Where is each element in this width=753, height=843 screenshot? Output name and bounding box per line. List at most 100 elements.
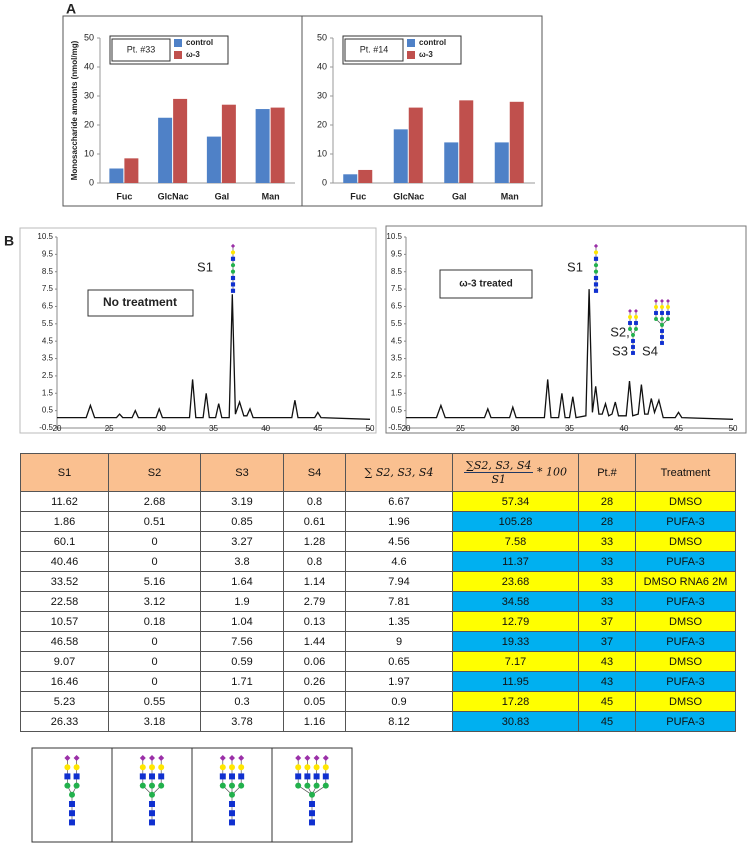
table-row: 9.07 0 0.59 0.06 0.65 7.17 43 DMSO bbox=[20, 651, 736, 672]
glycan-circle bbox=[322, 782, 329, 789]
glycan-circle bbox=[229, 791, 235, 798]
bar bbox=[358, 169, 373, 183]
glycan-icon bbox=[230, 243, 236, 293]
table-cell: 45 bbox=[578, 711, 636, 732]
glycan-circle bbox=[158, 764, 165, 771]
x-tick-label: 45 bbox=[674, 424, 683, 433]
glycan-circle bbox=[73, 782, 80, 789]
table-cell: 0.8 bbox=[283, 491, 346, 512]
table-row: 40.46 0 3.8 0.8 4.6 11.37 33 PUFA-3 bbox=[20, 551, 736, 572]
glycan-square bbox=[628, 321, 632, 325]
glycan-square bbox=[149, 819, 155, 826]
header-cell: S4 bbox=[283, 453, 346, 492]
table-cell: 1.64 bbox=[200, 571, 284, 592]
legend-label: ω-3 bbox=[419, 50, 433, 59]
table-cell: 40.46 bbox=[20, 551, 109, 572]
glycan-icon bbox=[628, 309, 638, 355]
annotation: ω-3 treated bbox=[459, 279, 512, 290]
glycan-circle bbox=[654, 305, 658, 309]
glycan-circle bbox=[313, 782, 320, 789]
table-cell: 1.71 bbox=[200, 671, 284, 692]
y-tick-label: -0.5 bbox=[39, 423, 53, 432]
glycan-icon bbox=[219, 755, 245, 826]
y-tick-label: 30 bbox=[84, 90, 94, 100]
y-tick-label: 1.5 bbox=[391, 388, 403, 397]
annotation: S2, bbox=[610, 324, 630, 339]
table-cell: 45 bbox=[578, 691, 636, 712]
legend-swatch bbox=[174, 51, 182, 59]
glycan-square bbox=[631, 339, 635, 343]
y-tick-label: 10 bbox=[317, 148, 327, 158]
glycan-icon bbox=[654, 299, 670, 345]
table-cell: DMSO bbox=[635, 611, 736, 632]
glycan-square bbox=[295, 773, 302, 780]
table-cell: 2.68 bbox=[108, 491, 201, 512]
y-tick-label: 0.5 bbox=[391, 406, 403, 415]
table-cell: 4.56 bbox=[345, 531, 453, 552]
glycan-diamond bbox=[304, 755, 311, 761]
table-cell: 0.8 bbox=[283, 551, 346, 572]
table-cell: DMSO bbox=[635, 651, 736, 672]
glycan-diamond bbox=[593, 243, 599, 249]
x-tick-label: 20 bbox=[402, 424, 411, 433]
y-tick-label: 4.5 bbox=[391, 336, 403, 345]
table-cell: 33 bbox=[578, 571, 636, 592]
x-tick-label: Gal bbox=[452, 191, 467, 201]
table-cell: 16.46 bbox=[20, 671, 109, 692]
glycan-square bbox=[158, 773, 165, 780]
x-tick-label: Fuc bbox=[350, 191, 366, 201]
table-cell: 3.12 bbox=[108, 591, 201, 612]
x-tick-label: 35 bbox=[209, 424, 218, 433]
table-row: 26.33 3.18 3.78 1.16 8.12 30.83 45 PUFA-3 bbox=[20, 711, 736, 732]
glycan-diamond bbox=[149, 755, 155, 761]
glycan-square bbox=[322, 773, 329, 780]
glycan-icon bbox=[295, 755, 329, 826]
panel-label: B bbox=[4, 233, 14, 249]
bar bbox=[124, 158, 139, 183]
table-cell: PUFA-3 bbox=[635, 551, 736, 572]
glycan-circle bbox=[73, 764, 80, 771]
y-tick-label: 4.5 bbox=[42, 336, 54, 345]
bar bbox=[408, 107, 423, 183]
x-tick-label: 45 bbox=[313, 424, 322, 433]
y-tick-label: 5.5 bbox=[391, 319, 403, 328]
legend-swatch bbox=[174, 39, 182, 47]
x-tick-label: GlcNac bbox=[393, 191, 424, 201]
glycan-square bbox=[149, 801, 155, 807]
table-cell: DMSO bbox=[635, 531, 736, 552]
annotation: S3 bbox=[612, 343, 628, 358]
y-tick-label: 0 bbox=[89, 177, 94, 187]
table-cell: 19.33 bbox=[452, 631, 579, 652]
glycan-square bbox=[631, 351, 635, 355]
table-cell: 1.96 bbox=[345, 511, 453, 532]
glycan-frame bbox=[271, 747, 353, 843]
table-cell: DMSO bbox=[635, 691, 736, 712]
annotation-frame bbox=[439, 269, 533, 299]
table-cell: 3.8 bbox=[200, 551, 284, 572]
glycan-circle bbox=[628, 327, 632, 331]
table-row: 11.62 2.68 3.19 0.8 6.67 57.34 28 DMSO bbox=[20, 491, 736, 512]
glycan-diamond bbox=[322, 755, 329, 761]
table-cell: PUFA-3 bbox=[635, 591, 736, 612]
x-tick-label: 50 bbox=[729, 424, 738, 433]
glycan-icon bbox=[64, 755, 80, 826]
glycan-diamond bbox=[666, 299, 670, 303]
y-tick-label: 10 bbox=[84, 148, 94, 158]
glycan-circle bbox=[149, 782, 155, 789]
y-tick-label: 2.5 bbox=[42, 371, 54, 380]
glycan-square bbox=[634, 321, 638, 325]
annotation-frame bbox=[344, 38, 404, 62]
table-cell: 0.55 bbox=[108, 691, 201, 712]
table-cell: 7.17 bbox=[452, 651, 579, 672]
glycan-circle bbox=[230, 269, 236, 274]
glycan-square bbox=[660, 335, 664, 339]
y-tick-label: 3.5 bbox=[391, 354, 403, 363]
glycan-diamond bbox=[313, 755, 320, 761]
x-tick-label: Man bbox=[501, 191, 519, 201]
glycan-square bbox=[229, 819, 235, 826]
glycan-diamond bbox=[654, 299, 658, 303]
header-cell: ∑S2, S3, S4 S1 * 100 bbox=[452, 453, 579, 492]
y-tick-label: 9.5 bbox=[42, 249, 54, 258]
legend-label: ω-3 bbox=[186, 50, 200, 59]
